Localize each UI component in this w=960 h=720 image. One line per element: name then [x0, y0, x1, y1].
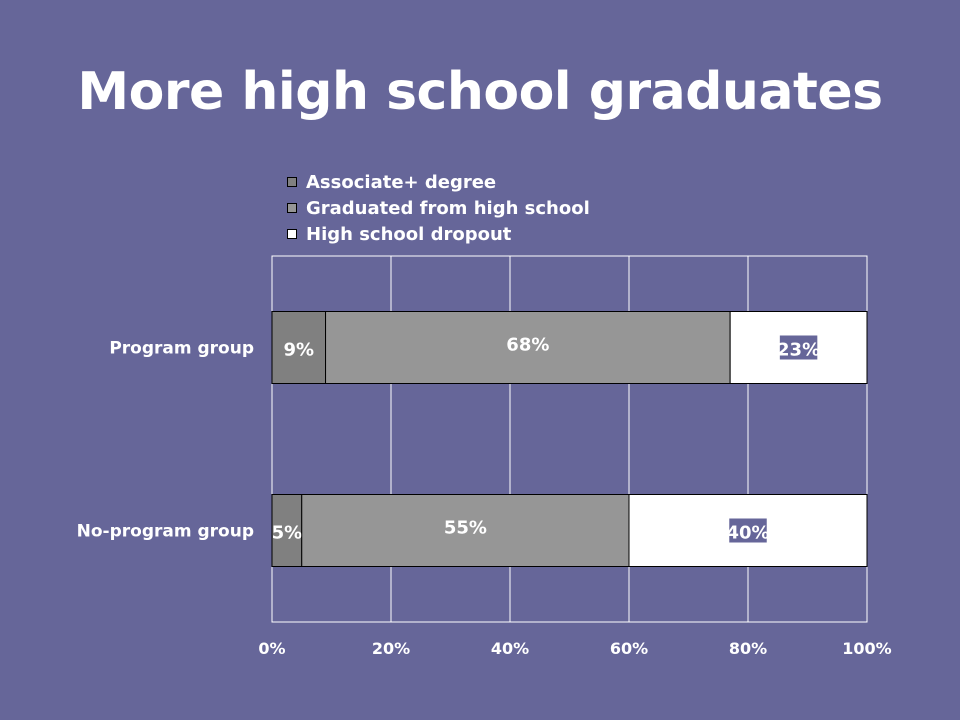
data-label: 68%	[506, 335, 549, 356]
legend-label-dropout: High school dropout	[306, 224, 512, 245]
data-label: 9%	[283, 340, 314, 361]
bar-segment	[301, 494, 630, 567]
legend-item-associate: Associate+ degree	[287, 171, 647, 197]
legend-item-dropout: High school dropout	[287, 223, 647, 249]
plot-area	[271, 255, 868, 623]
x-tick-label: 40%	[491, 639, 529, 658]
legend-label-associate: Associate+ degree	[306, 172, 497, 193]
bar-segment	[325, 311, 731, 384]
x-tick-label: 100%	[842, 639, 891, 658]
x-tick-label: 20%	[372, 639, 410, 658]
x-tick-label: 60%	[610, 639, 648, 658]
legend-item-graduated: Graduated from high school	[287, 197, 647, 223]
chart-legend: Associate+ degree Graduated from high sc…	[287, 171, 647, 249]
data-label-background	[779, 335, 818, 360]
legend-swatch-graduated	[287, 203, 297, 213]
data-label: 40%	[726, 523, 769, 544]
category-label: Program group	[109, 339, 254, 359]
data-label: 55%	[444, 518, 487, 539]
legend-swatch-associate	[287, 177, 297, 187]
legend-label-graduated: Graduated from high school	[306, 198, 590, 219]
data-label-background	[729, 518, 767, 543]
slide-title: More high school graduates	[77, 62, 883, 122]
bar-segment	[271, 311, 327, 384]
x-tick-label: 80%	[729, 639, 767, 658]
category-label: No-program group	[77, 522, 254, 542]
legend-swatch-dropout	[287, 229, 297, 239]
data-label: 23%	[777, 340, 820, 361]
data-label: 5%	[272, 523, 303, 544]
x-tick-label: 0%	[258, 639, 285, 658]
